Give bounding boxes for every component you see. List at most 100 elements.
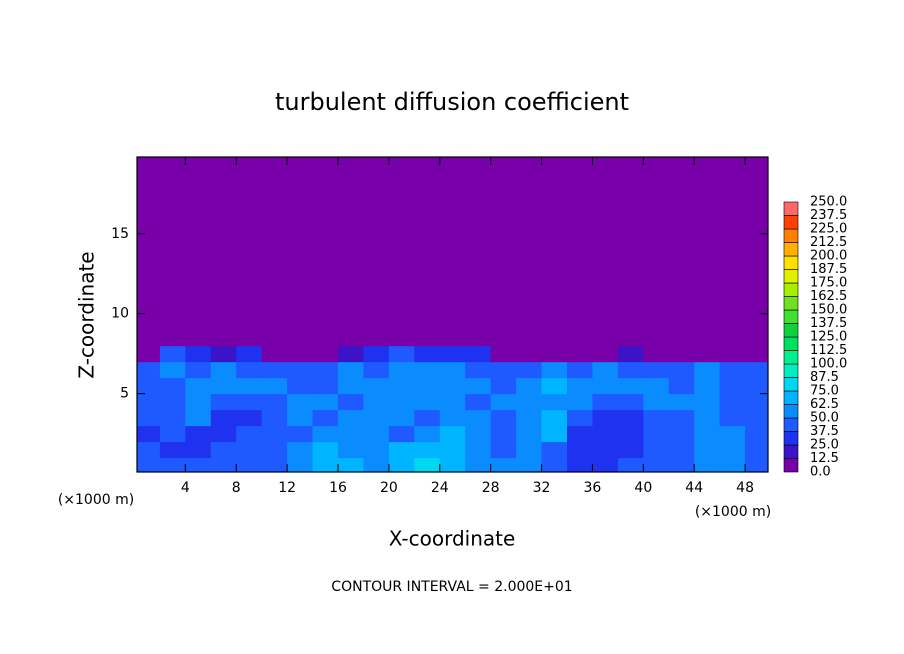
field-cell <box>236 409 263 427</box>
colorbar-swatch <box>783 201 799 216</box>
field-cell <box>363 409 390 427</box>
field-cell <box>414 361 441 379</box>
x-axis-label: X-coordinate <box>389 527 516 551</box>
field-cell <box>236 377 263 395</box>
field-cell <box>439 441 466 459</box>
field-cell <box>719 345 746 363</box>
field-cell <box>236 457 263 472</box>
field-cell <box>363 441 390 459</box>
field-cell <box>312 393 339 411</box>
colorbar-label: 50.0 <box>810 411 839 426</box>
field-cell <box>338 345 364 363</box>
colorbar-swatch <box>783 444 799 459</box>
field-cell <box>159 409 186 427</box>
field-cell <box>338 425 364 443</box>
field-cell <box>541 457 568 472</box>
field-cell <box>287 425 314 443</box>
field-cell <box>516 409 543 427</box>
field-cell <box>137 157 161 347</box>
field-cell <box>668 425 695 443</box>
field-cell <box>541 409 568 427</box>
field-cell <box>668 457 695 472</box>
field-cell <box>338 457 364 472</box>
field-cell <box>745 377 768 395</box>
field-cell <box>719 157 746 347</box>
field-cell <box>312 409 339 427</box>
field-cell <box>694 157 721 347</box>
x-unit-right: (×1000 m) <box>695 504 771 520</box>
colorbar-label: 225.0 <box>810 222 847 237</box>
field-cell <box>617 157 644 347</box>
colorbar-label: 37.5 <box>810 424 839 439</box>
field-cell <box>210 409 237 427</box>
field-cell <box>388 393 415 411</box>
y-tick-label: 10 <box>111 306 129 322</box>
field-cell <box>516 377 543 395</box>
field-cell <box>745 345 768 363</box>
colorbar-label: 62.5 <box>810 397 839 412</box>
field-cell <box>516 157 543 347</box>
field-cell <box>694 409 721 427</box>
field-cell <box>414 457 441 472</box>
field-cell <box>236 441 263 459</box>
field-cell <box>541 361 568 379</box>
colorbar-label: 137.5 <box>810 316 847 331</box>
field-cell <box>643 345 670 363</box>
field-cell <box>261 441 288 459</box>
colorbar-label: 162.5 <box>810 289 847 304</box>
field-cell <box>185 377 212 395</box>
field-cell <box>388 377 415 395</box>
field-cell <box>414 377 441 395</box>
field-cell <box>745 361 768 379</box>
colorbar-label: 150.0 <box>810 303 847 318</box>
field-cell <box>159 457 186 472</box>
field-cell <box>185 345 212 363</box>
field-cell <box>643 441 670 459</box>
field-cell <box>668 157 695 347</box>
field-cell <box>363 345 390 363</box>
field-cell <box>261 409 288 427</box>
field-cell <box>261 157 288 347</box>
field-cell <box>745 425 768 443</box>
field-cell <box>592 409 619 427</box>
colorbar-swatch <box>783 269 799 284</box>
field-cell <box>312 457 339 472</box>
x-tick-label: 48 <box>736 480 754 496</box>
x-tick-label: 44 <box>685 480 703 496</box>
field-cell <box>414 441 441 459</box>
field-cell <box>643 377 670 395</box>
field-cell <box>338 409 364 427</box>
field-cell <box>439 457 466 472</box>
y-tick-label: 5 <box>120 386 129 402</box>
field-cell <box>566 157 593 347</box>
field-cell <box>490 393 517 411</box>
field-cell <box>516 425 543 443</box>
colorbar-swatch <box>783 350 799 365</box>
x-tick-label: 40 <box>634 480 652 496</box>
field-cell <box>694 457 721 472</box>
field-cell <box>719 425 746 443</box>
field-cell <box>312 361 339 379</box>
colorbar-swatch <box>783 336 799 351</box>
colorbar-swatch <box>783 458 799 473</box>
field-cell <box>236 393 263 411</box>
field-cell <box>719 393 746 411</box>
field-cell <box>643 457 670 472</box>
field-cell <box>566 409 593 427</box>
field-cell <box>159 345 186 363</box>
field-cell <box>465 157 492 347</box>
field-cell <box>363 361 390 379</box>
colorbar-label: 212.5 <box>810 235 847 250</box>
field-cell <box>566 361 593 379</box>
field-cell <box>465 393 492 411</box>
colorbar-swatch <box>783 417 799 432</box>
colorbar-label: 87.5 <box>810 370 839 385</box>
field-cell <box>210 361 237 379</box>
field-cell <box>592 457 619 472</box>
x-tick-label: 4 <box>181 480 190 496</box>
colorbar-swatch <box>783 323 799 338</box>
field-cell <box>159 393 186 411</box>
plot-frame <box>136 156 769 473</box>
field-cell <box>312 441 339 459</box>
field-cell <box>566 393 593 411</box>
